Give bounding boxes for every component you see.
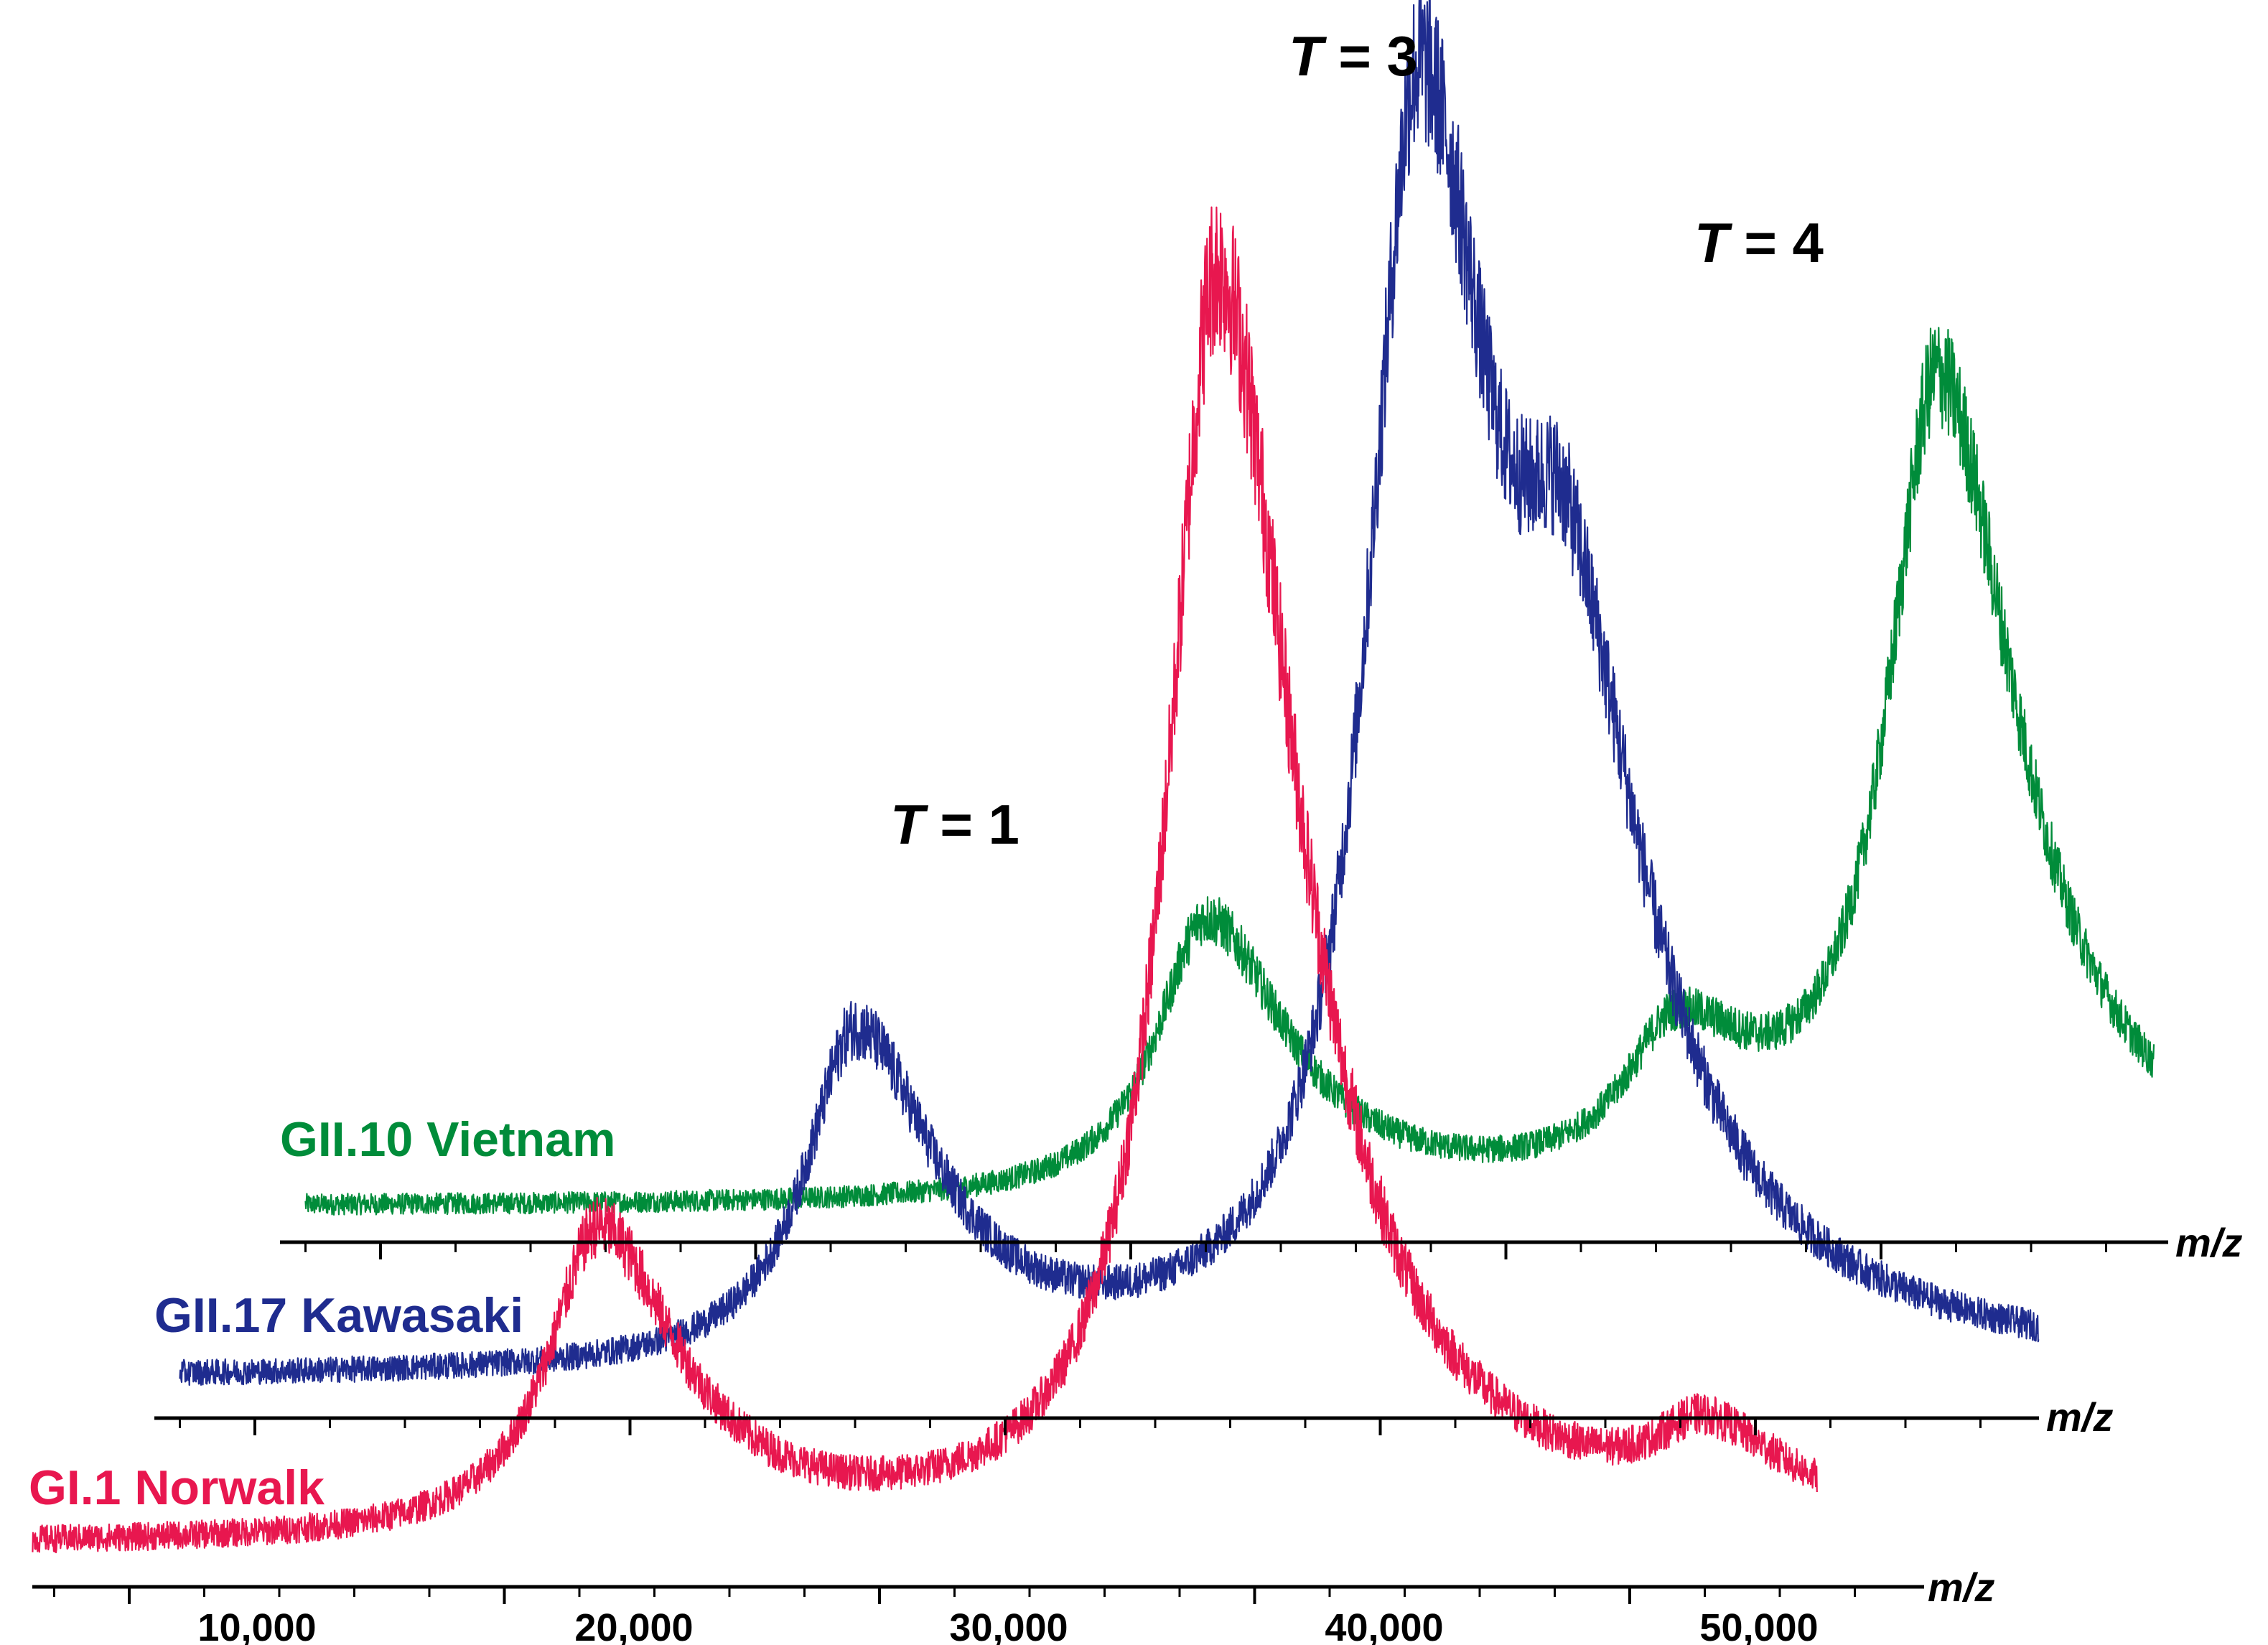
x-tick-label: 10,000 bbox=[197, 1606, 316, 1645]
annotation-t3: T = 3 bbox=[1289, 24, 1418, 88]
series-label-vietnam: GII.10 Vietnam bbox=[280, 1112, 615, 1167]
x-tick-label: 30,000 bbox=[949, 1606, 1068, 1645]
annotation-t4: T = 4 bbox=[1694, 211, 1824, 274]
x-tick-label: 40,000 bbox=[1325, 1606, 1443, 1645]
annotation-letter: T bbox=[1289, 24, 1327, 88]
annotation-value: = 3 bbox=[1323, 24, 1418, 88]
spectrum-line-gii-10-vietnam bbox=[304, 327, 2155, 1216]
series-label-norwalk: GI.1 Norwalk bbox=[29, 1460, 325, 1515]
x-tick-label: 20,000 bbox=[574, 1606, 693, 1645]
spectrum-traces bbox=[32, 0, 2155, 1554]
spectrum-line-gii-17-kawasaki bbox=[179, 0, 2040, 1387]
axis-label-mz-bottom: m/z bbox=[1928, 1565, 1994, 1610]
series-label-kawasaki: GII.17 Kawasaki bbox=[154, 1288, 523, 1343]
annotation-t1: T = 1 bbox=[890, 793, 1019, 856]
annotation-letter: T bbox=[1694, 211, 1733, 274]
annotation-letter: T bbox=[890, 793, 929, 856]
axis-label-mz-top: m/z bbox=[2175, 1220, 2242, 1265]
axis-label-mz-middle: m/z bbox=[2046, 1394, 2113, 1440]
spectrum-line-gi-1-norwalk bbox=[32, 206, 1818, 1554]
axes bbox=[32, 1240, 2168, 1604]
annotation-value: = 4 bbox=[1729, 211, 1824, 274]
annotation-value: = 1 bbox=[925, 793, 1019, 856]
x-tick-label: 50,000 bbox=[1699, 1606, 1818, 1645]
